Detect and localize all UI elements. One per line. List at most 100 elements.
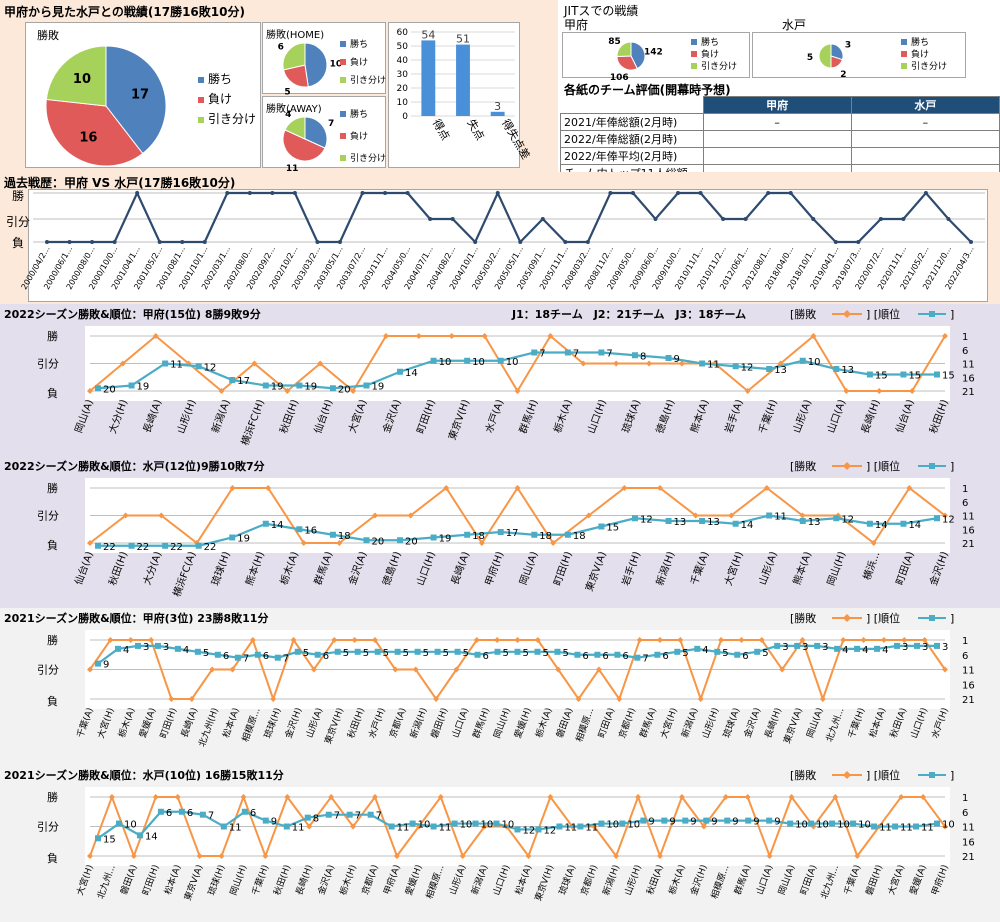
- season-opponent-label: 岡山(A): [776, 863, 797, 896]
- season-record-point: [722, 794, 729, 800]
- season-record-point: [810, 333, 817, 339]
- season-record-point: [621, 485, 628, 491]
- away-pie-slice-draw: [284, 116, 306, 140]
- history-point: [473, 240, 478, 244]
- season-rank-label: 22: [103, 542, 116, 553]
- season-rank-label: 4: [123, 645, 129, 656]
- season-opponent-label: 愛媛(H): [512, 706, 534, 740]
- season-opponent-label: 東京V(H): [532, 863, 556, 903]
- season-rank-label: 3: [802, 642, 808, 653]
- history-axis-lose: 負: [12, 236, 25, 250]
- season-rank-line: [97, 351, 937, 390]
- main-pie-label-win: 17: [131, 87, 149, 102]
- season-legend-rank: ] [順位: [866, 307, 900, 321]
- season-rank-label: 14: [271, 520, 284, 531]
- season-rank-label: 9: [103, 660, 109, 671]
- season-legend-record-marker: [843, 771, 851, 779]
- season-opponent-label: 熊本(A): [790, 549, 814, 586]
- season-opponent-label: 大分(H): [106, 397, 130, 435]
- home-pie-legend-win: 勝ち: [350, 38, 368, 50]
- season-opponent-label: 横浜FC(A): [170, 549, 198, 598]
- season-rank-label: 12: [741, 362, 754, 373]
- season-record-point: [678, 360, 685, 367]
- season-rank-label: 18: [338, 531, 351, 542]
- season-chart-0: 2022シーズン勝敗&順位：甲府(15位) 8勝9敗9分 J1：18チーム J2：…: [0, 304, 1000, 456]
- season-opponent-label: 愛媛(A): [136, 706, 158, 739]
- season-rank-point: [451, 820, 458, 827]
- season-rank-label: 6: [622, 651, 628, 662]
- season-rank-tick: 1: [962, 484, 968, 495]
- history-point: [247, 191, 252, 195]
- season-opponent-label: 金沢(A): [380, 397, 404, 434]
- season-rank-tick: 21: [962, 387, 975, 398]
- season-opponent-label: 町田(H): [415, 398, 437, 435]
- season-rank-point: [304, 814, 311, 821]
- season-opponent-label: 松本(A): [220, 706, 242, 739]
- season-rank-point: [314, 651, 321, 658]
- season-record-point: [478, 540, 485, 546]
- season-rank-point: [374, 648, 381, 655]
- season-rank-point: [254, 651, 261, 658]
- season-rank-point: [229, 534, 236, 541]
- season-rank-point: [367, 811, 374, 818]
- season-record-point: [832, 794, 839, 800]
- season-opponent-label: 北九州(H): [197, 706, 221, 748]
- season-rank-point: [766, 817, 773, 824]
- season-rank-label: 15: [908, 371, 921, 382]
- season-rank-label: 15: [606, 523, 619, 534]
- season-opponent-label: 栃木(A): [116, 706, 138, 739]
- season-rank-point: [682, 817, 689, 824]
- season-record-point: [209, 666, 216, 673]
- season-rank-point: [745, 817, 752, 824]
- season-record-point: [229, 485, 236, 491]
- season-record-point: [87, 666, 93, 673]
- season-rank-label: 9: [674, 354, 680, 365]
- season-record-point: [854, 853, 861, 859]
- goals-category-label-1: 失点: [464, 117, 486, 143]
- season-rank-point: [95, 542, 101, 549]
- season-opponent-label: 山形(A): [303, 706, 325, 739]
- season-opponent-label: 相模原...: [573, 706, 596, 744]
- season-rank-label: 3: [822, 642, 828, 653]
- season-rank-label: 11: [900, 823, 913, 834]
- season-legend-end: ]: [950, 769, 954, 782]
- season-opponent-label: 群馬(H): [470, 706, 492, 740]
- season-opponent-label: 大宮(A): [885, 863, 907, 896]
- season-rank-tick: 21: [962, 852, 975, 863]
- season-rank-label: 22: [170, 542, 183, 553]
- season-record-point: [876, 388, 883, 394]
- season-opponent-label: 岡山(H): [825, 550, 848, 587]
- season-record-point: [677, 637, 684, 643]
- season-opponent-label: 群馬(A): [732, 863, 754, 896]
- season-rank-point: [640, 817, 647, 824]
- season-opponent-label: 山口(H): [585, 398, 608, 435]
- season-record-point: [240, 794, 247, 800]
- season-rank-point: [220, 823, 227, 830]
- season-rank-line: [98, 514, 938, 547]
- season-record-point: [196, 853, 203, 859]
- season-rank-point: [766, 512, 773, 519]
- season-rank-point: [699, 518, 706, 524]
- season-record-point: [860, 637, 867, 643]
- main-pie-legend-swatch-lose: [198, 97, 204, 103]
- season-rank-label: 12: [204, 362, 217, 373]
- season-opponent-label: 秋田(H): [277, 397, 301, 435]
- jit-kofu-pie-label-draw: 85: [608, 37, 621, 47]
- season-rank-point: [556, 823, 563, 830]
- main-pie-slice-draw: [45, 45, 107, 107]
- season-rank-point: [794, 642, 801, 649]
- season-rank-point: [397, 368, 404, 375]
- season-record-point: [87, 540, 93, 546]
- evaluation-header-mito: 水戸: [850, 96, 1000, 114]
- season-rank-label: 7: [573, 349, 579, 360]
- season-rank-point: [866, 520, 873, 527]
- season-opponent-label: 栃木(A): [533, 706, 555, 739]
- season-opponent-label: 大宮(H): [658, 706, 680, 740]
- season-opponent-label: 長崎(H): [293, 863, 315, 897]
- season-rank-point: [199, 811, 206, 818]
- season-opponent-label: 新潟(H): [407, 706, 429, 740]
- season-rank-point: [128, 382, 135, 389]
- history-point: [360, 191, 365, 195]
- away-pie-legend-swatch-win: [340, 111, 346, 117]
